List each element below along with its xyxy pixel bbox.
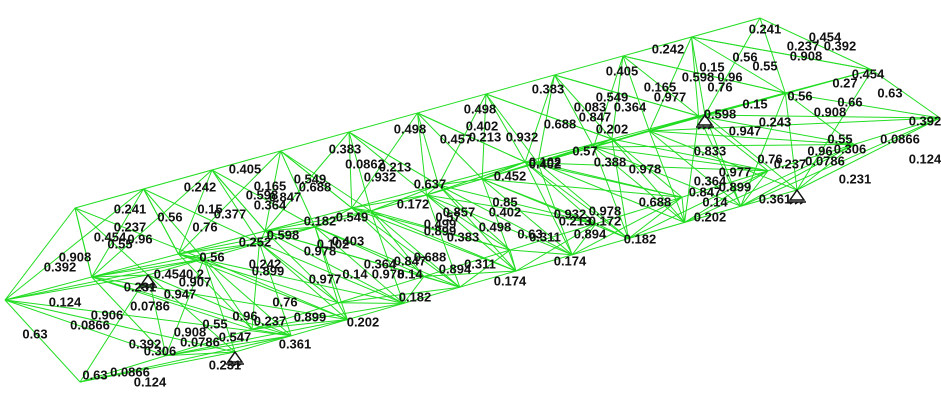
member-label: 0.102 (317, 236, 350, 251)
member-label: 0.402 (529, 156, 562, 171)
member-label: 0.977 (654, 89, 687, 104)
member-label: 0.231 (839, 171, 872, 186)
member-label: 0.55 (107, 236, 132, 251)
member-label: 0.899 (424, 223, 457, 238)
member-label: 0.498 (394, 121, 427, 136)
member-label: 0.978 (372, 266, 405, 281)
member-label: 0.908 (790, 48, 823, 63)
member-label: 0.932 (506, 129, 539, 144)
member-label: 0.405 (229, 161, 262, 176)
member-label: 0.15 (742, 96, 767, 111)
member-label: 0.833 (694, 143, 727, 158)
member-label: 0.231 (209, 357, 242, 372)
member-label: 0.688 (544, 116, 577, 131)
member-label: 0.549 (336, 209, 369, 224)
member-label: 0.498 (479, 219, 512, 234)
member-label: 0.76 (192, 219, 217, 234)
member-label: 0.978 (589, 203, 622, 218)
member-label: 0.899 (294, 309, 327, 324)
member-label: 0.0786 (130, 298, 170, 313)
member-label: 0.63 (82, 367, 107, 382)
member-label: 0.388 (594, 154, 627, 169)
member-label: 0.14 (342, 266, 368, 281)
member-label: 0.182 (304, 213, 337, 228)
member-label: 0.27 (832, 75, 857, 90)
member-label: 0.932 (554, 206, 587, 221)
member-label: 0.361 (759, 191, 792, 206)
member-label: 0.899 (719, 179, 752, 194)
member-label: 0.547 (219, 329, 252, 344)
member-label: 0.392 (44, 259, 77, 274)
member-label: 0.56 (199, 249, 224, 264)
member-label: 0.598 (704, 106, 737, 121)
member-label: 0.361 (279, 336, 312, 351)
member-label: 0.202 (694, 209, 727, 224)
member-label: 0.124 (909, 151, 941, 166)
member-label: 0.364 (614, 99, 647, 114)
member-label: 0.0866 (880, 131, 920, 146)
member-label: 0.174 (554, 253, 587, 268)
member-label: 0.947 (729, 123, 762, 138)
member-label: 0.182 (399, 289, 432, 304)
member-label: 0.894 (574, 226, 607, 241)
member-label: 0.383 (329, 141, 362, 156)
member-label: 0.174 (494, 273, 527, 288)
member-label: 0.241 (114, 201, 147, 216)
member-label: 0.311 (529, 229, 561, 244)
member-label: 0.237 (774, 156, 807, 171)
member-label: 0.182 (624, 231, 657, 246)
member-label: 0.688 (639, 194, 672, 209)
member-label: 0.688 (414, 249, 447, 264)
member-label: 0.15 (197, 201, 222, 216)
member-label: 0.498 (464, 101, 497, 116)
member-label: 0.906 (91, 307, 124, 322)
member-label: 0.237 (254, 313, 287, 328)
member-label: 0.402 (489, 204, 522, 219)
member-label: 0.243 (759, 114, 792, 129)
member-label: 0.56 (787, 88, 812, 103)
member-label: 0.76 (272, 294, 297, 309)
member-label: 0.0786 (180, 334, 220, 349)
member-label: 0.457 (440, 131, 473, 146)
member-label: 0.14 (702, 194, 728, 209)
member-label: 0.213 (379, 159, 412, 174)
member-label: 0.124 (134, 374, 167, 389)
member-label: 0.405 (606, 63, 639, 78)
member-label: 0.241 (749, 21, 782, 36)
member-label: 0.977 (309, 271, 342, 286)
member-label: 0.55 (752, 58, 777, 73)
member-label: 0.637 (414, 176, 447, 191)
member-label: 0.392 (909, 113, 941, 128)
member-label: 0.978 (629, 161, 662, 176)
truss-view: 0.2410.4540.2370.3920.2420.560.9080.150.… (0, 0, 941, 394)
member-label: 0.202 (347, 314, 380, 329)
member-label: 0.311 (464, 256, 496, 271)
member-label: 0.242 (184, 179, 217, 194)
member-label: 0.598 (267, 227, 300, 242)
member-label: 0.124 (49, 294, 82, 309)
member-label: 0.76 (707, 79, 732, 94)
member-label: 0.857 (443, 204, 476, 219)
member-label: 0.172 (397, 196, 430, 211)
member-label: 0.452 (494, 168, 527, 183)
member (649, 118, 940, 131)
member-label: 0.383 (532, 81, 565, 96)
member-label: 0.63 (22, 326, 47, 341)
member-label: 0.66 (837, 94, 862, 109)
member-label: 0.392 (824, 38, 857, 53)
member-label: 0.0786 (805, 153, 845, 168)
member-label: 0.306 (144, 343, 177, 358)
member-labels: 0.2410.4540.2370.3920.2420.560.9080.150.… (22, 21, 941, 389)
member-label: 0.847 (269, 189, 302, 204)
member-label: 0.202 (596, 121, 629, 136)
member (338, 303, 404, 304)
member-label: 0.63 (877, 85, 902, 100)
member-label: 0.242 (652, 41, 685, 56)
member-label: 0.56 (157, 209, 182, 224)
member-label: 0.231 (124, 279, 157, 294)
member-label: 0.899 (252, 263, 285, 278)
member-label: 0.688 (299, 179, 332, 194)
